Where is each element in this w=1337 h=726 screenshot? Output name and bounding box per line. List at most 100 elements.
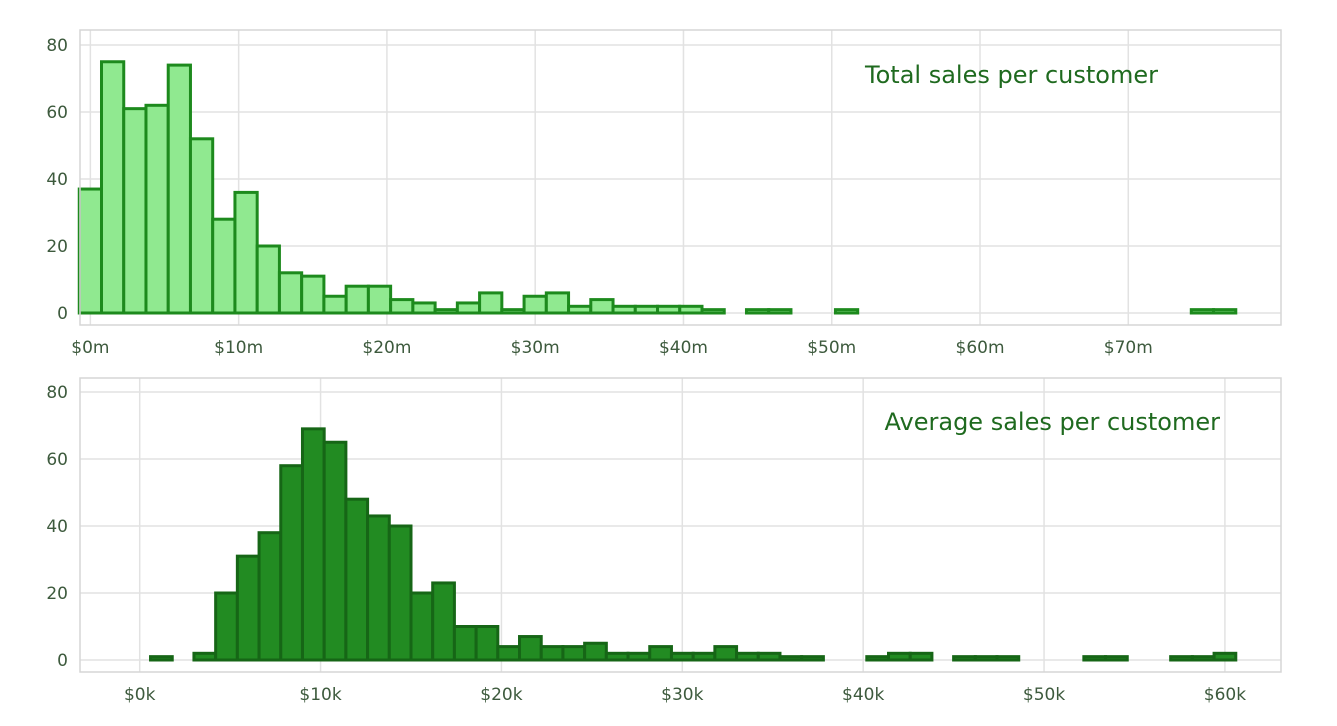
histogram-bar: [735, 651, 760, 662]
y-tick-label: 60: [46, 450, 68, 470]
histogram-bar: [211, 217, 237, 315]
x-tick-label: $60k: [1204, 685, 1246, 705]
histogram-bar: [300, 427, 326, 662]
x-tick-label: $20m: [362, 338, 411, 358]
plot-frame: [79, 29, 1282, 326]
x-tick-label: $30m: [511, 338, 560, 358]
histogram-bar: [833, 308, 860, 315]
histogram-bar: [389, 298, 415, 315]
histogram-bar: [344, 284, 370, 315]
x-tick-label: $10m: [214, 338, 263, 358]
chart-title: Total sales per customer: [864, 61, 1158, 89]
histogram-bar: [589, 298, 615, 315]
histogram-bar: [474, 625, 500, 662]
histogram-bar: [539, 645, 565, 662]
histogram-bar: [1169, 655, 1194, 662]
histogram-bar: [713, 645, 739, 662]
histogram-bar: [233, 190, 259, 315]
histogram-bar: [452, 625, 478, 662]
histogram-bar: [411, 301, 437, 315]
y-tick-label: 0: [57, 304, 68, 324]
histogram-bar: [431, 581, 456, 662]
average-sales-histogram-panel: 0 20 40 60 80 $0k $10k $20k $30k $40k $50k $60k Ave…: [46, 377, 1282, 705]
y-tick-label: 60: [46, 103, 68, 123]
x-tick-label: $40m: [659, 338, 708, 358]
histogram-bar: [1212, 308, 1238, 315]
y-tick-label: 80: [46, 36, 68, 56]
x-tick-label: $50m: [807, 338, 856, 358]
histogram-bar: [144, 103, 170, 315]
histogram-bar: [648, 645, 673, 662]
histogram-bar: [409, 591, 435, 662]
histogram-bar: [626, 651, 652, 662]
histogram-bar: [678, 304, 704, 315]
histogram-bar: [669, 651, 695, 662]
histogram-bar: [122, 107, 148, 315]
x-tick-label: $70m: [1104, 338, 1153, 358]
histogram-bar: [865, 655, 891, 662]
histogram-bar: [1082, 655, 1108, 662]
histogram-bar: [500, 308, 526, 315]
y-tick-label: 20: [46, 237, 68, 257]
x-tick-label: $0m: [71, 338, 109, 358]
histogram-bar: [800, 655, 825, 662]
histogram-bar: [433, 308, 459, 315]
histogram-bar: [767, 308, 793, 315]
histogram-bar: [322, 440, 348, 662]
histogram-bar: [567, 304, 593, 315]
x-tick-label: $0k: [124, 685, 156, 705]
histogram-bar: [522, 294, 548, 315]
histogram-bar: [611, 304, 637, 315]
histogram-bar: [756, 651, 782, 662]
histogram-bar: [518, 635, 543, 662]
histogram-bar: [279, 464, 304, 662]
histogram-bar: [77, 187, 103, 315]
histogram-bar: [277, 271, 304, 315]
histogram-bar: [973, 655, 999, 662]
histogram-bar: [322, 294, 348, 315]
histogram-bar: [255, 244, 281, 315]
histogram-bar: [366, 514, 391, 662]
histogram-bar: [995, 655, 1021, 662]
histogram-bar: [166, 63, 192, 315]
y-tick-label: 40: [46, 170, 68, 190]
histogram-bar: [455, 301, 482, 315]
histogram-bar: [257, 531, 283, 662]
histogram-bar: [387, 524, 413, 662]
histogram-bar: [1190, 655, 1216, 662]
y-tick-label: 80: [46, 383, 68, 403]
histogram-bar: [633, 304, 660, 315]
histogram-bar: [300, 274, 326, 315]
histogram-bar: [604, 651, 630, 662]
histogram-bar: [366, 284, 393, 315]
chart-title: Average sales per customer: [885, 408, 1221, 436]
y-tick-label: 40: [46, 517, 68, 537]
histogram-bar: [1189, 308, 1216, 315]
x-tick-label: $20k: [480, 685, 522, 705]
histogram-bar: [1104, 655, 1129, 662]
histogram-bar: [344, 497, 370, 662]
histogram-bar: [778, 655, 804, 662]
histogram-bar: [744, 308, 771, 315]
histogram-bar: [496, 645, 522, 662]
y-tick-label: 20: [46, 584, 68, 604]
x-tick-label: $60m: [956, 338, 1005, 358]
x-tick-label: $30k: [661, 685, 703, 705]
histogram-bar: [700, 308, 726, 315]
histogram-bar: [908, 651, 934, 662]
x-tick-label: $50k: [1023, 685, 1065, 705]
histogram-bar: [214, 591, 239, 662]
histogram-bar: [478, 291, 504, 315]
histogram-bar: [887, 651, 912, 662]
y-tick-label: 0: [57, 651, 68, 671]
histogram-bar: [99, 60, 126, 315]
histogram-bar: [188, 137, 215, 315]
x-tick-label: $40k: [842, 685, 884, 705]
histogram-bar: [192, 651, 218, 662]
histogram-bar: [235, 554, 261, 662]
total-sales-histogram-panel: 0 20 40 60 80 $0m $10m $20m $30m $40m $50m $60m $70m…: [46, 29, 1282, 358]
histogram-bar: [544, 291, 571, 315]
histogram-bar: [583, 641, 608, 662]
histogram-bar: [656, 304, 682, 315]
